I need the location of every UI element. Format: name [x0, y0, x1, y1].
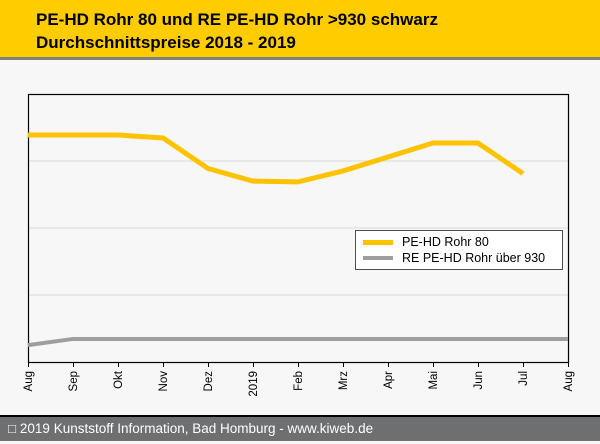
legend-entry-pe-hd-rohr-80: PE-HD Rohr 80	[360, 234, 559, 250]
price-line-chart: Aug Sep Okt Nov Dez 2019 Feb Mrz Apr Mai Jun Jul Aug	[23, 93, 575, 397]
chart-area: Aug Sep Okt Nov Dez 2019 Feb Mrz Apr Mai Jun Jul Aug…	[0, 60, 600, 415]
copyright-text: □ 2019 Kunststoff Information, Bad Hombu…	[8, 421, 374, 436]
legend-label: PE-HD Rohr 80	[402, 235, 489, 249]
chart-title-line1: PE-HD Rohr 80 und RE PE-HD Rohr >930 sch…	[36, 10, 438, 29]
x-axis-label-2019: 2019	[248, 371, 260, 397]
chart-legend: PE-HD Rohr 80 RE PE-HD Rohr über 930	[355, 230, 563, 270]
x-axis-label-dez: Dez	[203, 371, 215, 392]
legend-entry-re-pe-hd-rohr-ueber-930: RE PE-HD Rohr über 930	[360, 250, 559, 266]
x-axis-label-aug: Aug	[23, 371, 35, 391]
series-line-re-pe-hd-rohr-ber-930	[27, 336, 568, 348]
x-axis-label-aug: Aug	[563, 371, 575, 391]
legend-label: RE PE-HD Rohr über 930	[402, 251, 546, 265]
x-axis-label-okt: Okt	[113, 370, 125, 389]
x-axis-label-jun: Jun	[473, 371, 485, 390]
legend-swatch-gray-line	[363, 256, 393, 260]
chart-title-line2: Durchschnittspreise 2018 - 2019	[36, 33, 296, 52]
plot-border	[27, 93, 570, 364]
legend-swatch-yellow-line	[363, 239, 393, 245]
x-axis-label-apr: Apr	[383, 371, 395, 389]
x-axis-label-feb: Feb	[293, 371, 305, 391]
x-axis-label-sep: Sep	[68, 371, 80, 391]
x-axis-label-jul: Jul	[518, 371, 530, 386]
x-axis-label-mai: Mai	[428, 371, 440, 390]
copyright-bar: □ 2019 Kunststoff Information, Bad Hombu…	[0, 415, 600, 441]
chart-title-bar: PE-HD Rohr 80 und RE PE-HD Rohr >930 sch…	[0, 0, 600, 60]
x-axis-label-mrz: Mrz	[338, 371, 350, 390]
x-axis-label-nov: Nov	[158, 371, 170, 392]
series-line-pe-hd-rohr-80	[28, 132, 525, 185]
